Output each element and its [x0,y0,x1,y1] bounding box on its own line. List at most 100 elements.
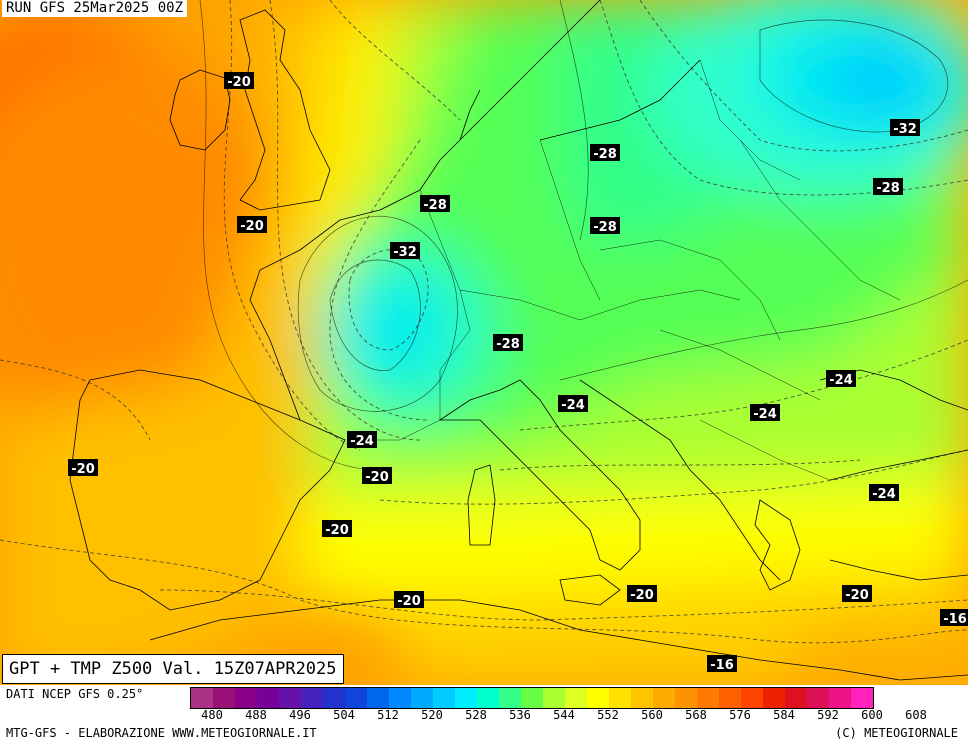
svg-text:-24: -24 [561,398,585,413]
scale-swatch [411,688,433,708]
temperature-label: -20 [842,585,872,603]
svg-text:-20: -20 [845,588,869,603]
temperature-label: -20 [627,585,657,603]
scale-swatch [587,688,609,708]
scale-tick-label: 568 [685,708,707,722]
scale-swatch [323,688,345,708]
svg-text:-32: -32 [893,122,917,137]
temperature-label: -20 [394,591,424,609]
temperature-label: -16 [940,609,968,627]
geopotential-field [0,0,968,685]
svg-text:-20: -20 [365,470,389,485]
temperature-label: -20 [237,216,267,234]
copyright-text: (C) METEOGIORNALE [835,726,958,740]
scale-swatch [191,688,213,708]
temperature-label: -24 [558,395,588,413]
scale-tick-label: 592 [817,708,839,722]
scale-swatch [851,688,873,708]
scale-tick-label: 528 [465,708,487,722]
data-source: DATI NCEP GFS 0.25° [6,687,144,701]
scale-swatch [719,688,741,708]
temperature-label: -24 [347,431,377,449]
svg-text:-28: -28 [593,147,617,162]
scale-swatch [279,688,301,708]
scale-swatch [301,688,323,708]
scale-swatch [631,688,653,708]
svg-text:-16: -16 [710,658,734,673]
scale-swatch [433,688,455,708]
scale-swatch [741,688,763,708]
scale-tick-label: 608 [905,708,927,722]
temperature-label: -32 [890,119,920,137]
scale-tick-label: 560 [641,708,663,722]
temperature-label: -16 [707,655,737,673]
scale-swatch [785,688,807,708]
temperature-label: -20 [224,72,254,90]
scale-swatch [807,688,829,708]
scale-tick-label: 504 [333,708,355,722]
svg-text:-28: -28 [593,220,617,235]
scale-swatch [653,688,675,708]
credit-text: MTG-GFS - ELABORAZIONE WWW.METEOGIORNALE… [6,726,317,740]
svg-text:-24: -24 [350,434,374,449]
svg-text:-16: -16 [943,612,967,627]
svg-text:-20: -20 [630,588,654,603]
geopotential-contours [199,0,968,471]
scale-swatch [367,688,389,708]
borders [350,59,901,481]
temperature-label: -28 [590,144,620,162]
color-scale [190,687,874,709]
scale-tick-label: 600 [861,708,883,722]
temperature-label: -24 [750,404,780,422]
svg-text:-20: -20 [325,523,349,538]
scale-swatch [235,688,257,708]
scale-tick-label: 552 [597,708,619,722]
scale-tick-label: 520 [421,708,443,722]
scale-swatch [499,688,521,708]
scale-tick-label: 536 [509,708,531,722]
temperature-label: -32 [390,242,420,260]
scale-swatch [455,688,477,708]
temperature-label: -28 [873,178,903,196]
scale-swatch [521,688,543,708]
temperature-labels: -20 -20 -28 -28 -28 -32 -32 -28 -28 -24 -24 -24 -24 -… [68,72,968,673]
scale-swatch [213,688,235,708]
svg-text:-32: -32 [393,245,417,260]
coastlines [69,0,968,681]
scale-swatch [389,688,411,708]
weather-map: -20 -20 -28 -28 -28 -32 -32 -28 -28 -24 -24 -24 -24 -… [0,0,968,685]
svg-text:-28: -28 [876,181,900,196]
scale-tick-label: 480 [201,708,223,722]
scale-swatch [257,688,279,708]
run-label: RUN GFS 25Mar2025 00Z [2,0,188,17]
temperature-label: -28 [590,217,620,235]
temperature-label: -28 [493,334,523,352]
scale-tick-label: 512 [377,708,399,722]
scale-swatch [477,688,499,708]
svg-text:-20: -20 [397,594,421,609]
scale-tick-label: 544 [553,708,575,722]
map-title: GPT + TMP Z500 Val. 15Z07APR2025 [2,654,344,684]
scale-tick-label: 576 [729,708,751,722]
temperature-label: -20 [322,520,352,538]
temperature-label: -24 [869,484,899,502]
svg-text:-20: -20 [240,219,264,234]
isotherms [0,0,968,644]
svg-text:-20: -20 [227,75,251,90]
scale-tick-label: 488 [245,708,267,722]
temperature-label: -20 [362,467,392,485]
scale-tick-label: 496 [289,708,311,722]
temperature-label: -24 [826,370,856,388]
svg-text:-28: -28 [423,198,447,213]
scale-swatch [829,688,851,708]
scale-swatch [675,688,697,708]
scale-swatch [543,688,565,708]
scale-swatch [763,688,785,708]
temperature-label: -20 [68,459,98,477]
temperature-label: -28 [420,195,450,213]
svg-text:-24: -24 [872,487,896,502]
scale-swatch [697,688,719,708]
svg-text:-20: -20 [71,462,95,477]
svg-text:-28: -28 [496,337,520,352]
svg-text:-24: -24 [753,407,777,422]
